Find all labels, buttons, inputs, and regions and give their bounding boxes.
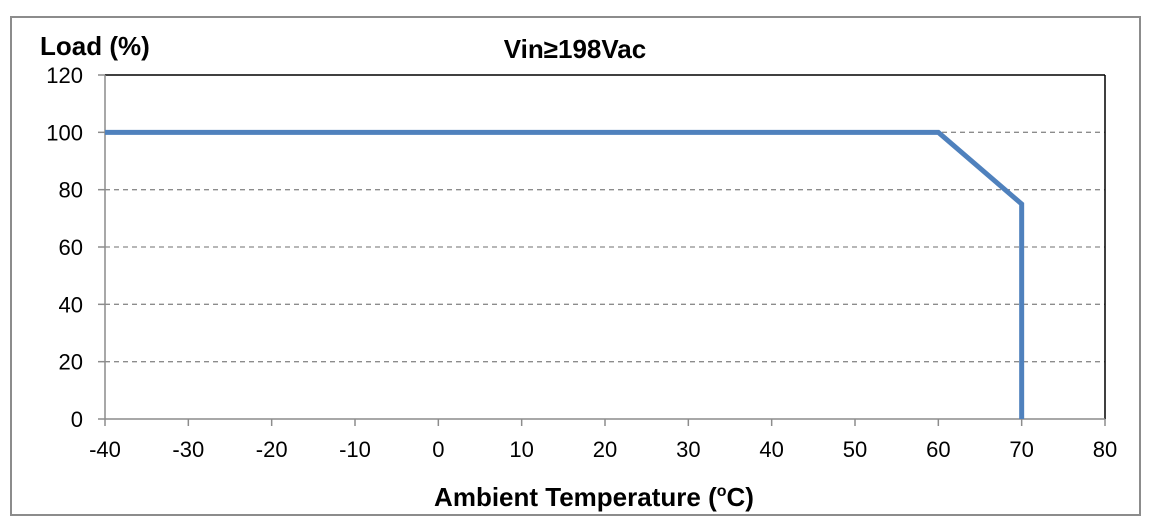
x-tick-label-70: 70 — [1009, 437, 1033, 462]
x-tick-label--10: -10 — [339, 437, 371, 462]
tick-labels: 0 20 40 60 80 100 120 -40 -30 -20 -10 0 10 20 30 40 50 60… — [46, 63, 1117, 462]
y-tick-label-20: 20 — [59, 350, 83, 375]
x-axis-title: Ambient Temperature (oC) — [434, 482, 754, 512]
y-tick-label-60: 60 — [59, 235, 83, 260]
y-tick-label-120: 120 — [46, 63, 83, 88]
series-line-0 — [105, 129, 1025, 419]
y-tick-label-100: 100 — [46, 120, 83, 145]
y-tick-label-0: 0 — [71, 407, 83, 432]
chart-title: Vin≥198Vac — [504, 34, 646, 64]
x-tick-label-50: 50 — [843, 437, 867, 462]
x-tick-label--30: -30 — [172, 437, 204, 462]
x-tick-label-20: 20 — [593, 437, 617, 462]
x-tick-label-40: 40 — [759, 437, 783, 462]
x-tick-label-0: 0 — [432, 437, 444, 462]
x-tick-label--40: -40 — [89, 437, 121, 462]
y-axis-title: Load (%) — [40, 31, 150, 61]
x-tick-label--20: -20 — [256, 437, 288, 462]
axes — [98, 74, 1106, 426]
y-tick-label-80: 80 — [59, 178, 83, 203]
y-tick-label-40: 40 — [59, 292, 83, 317]
x-tick-label-30: 30 — [676, 437, 700, 462]
x-tick-label-60: 60 — [926, 437, 950, 462]
x-tick-label-80: 80 — [1093, 437, 1117, 462]
x-tick-label-10: 10 — [509, 437, 533, 462]
grid-lines — [105, 131, 1105, 363]
chart-frame — [10, 16, 1141, 516]
series-layer — [105, 129, 1025, 419]
